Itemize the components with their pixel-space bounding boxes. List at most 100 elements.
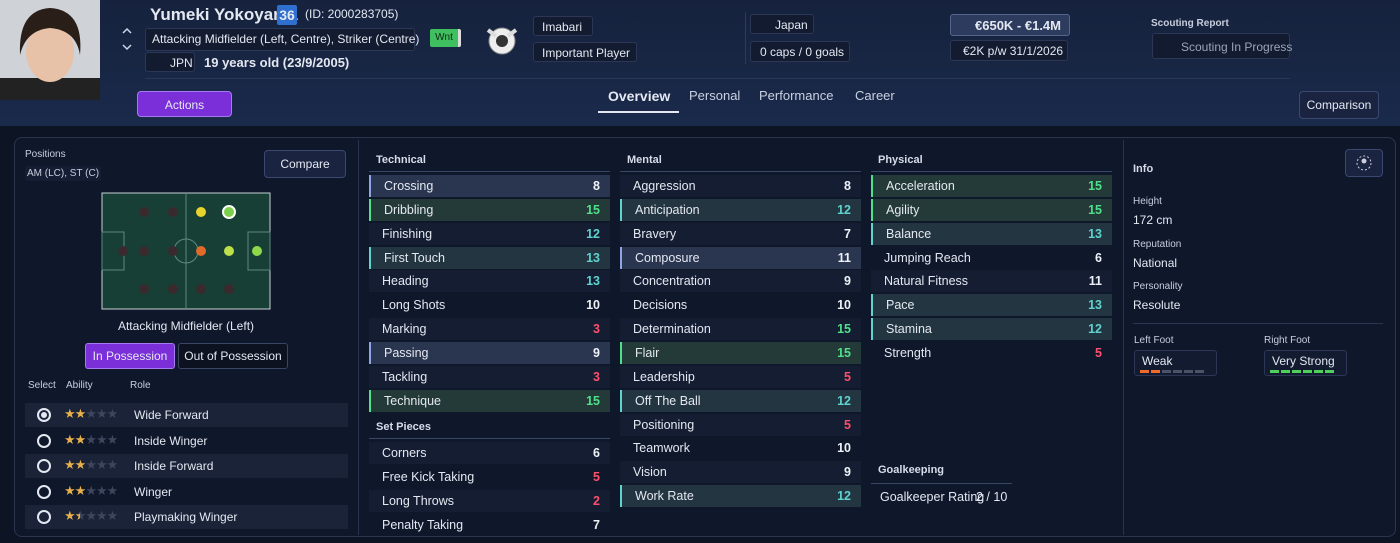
- attribute-name: Concentration: [633, 274, 711, 289]
- attribute-name: Stamina: [886, 322, 932, 337]
- foot-bar: [1173, 370, 1182, 373]
- attribute-name: Marking: [382, 322, 427, 337]
- header-bg: [0, 0, 1400, 126]
- radio[interactable]: [37, 459, 51, 473]
- attribute-name: Bravery: [633, 226, 677, 241]
- attribute-row: Corners 6: [369, 442, 610, 464]
- gk-label: Goalkeeper Rating: [880, 490, 985, 504]
- foot-bar: [1151, 370, 1160, 373]
- rule: [369, 438, 610, 439]
- foot-bar: [1184, 370, 1193, 373]
- radio[interactable]: [37, 433, 51, 448]
- attribute-name: Finishing: [382, 226, 433, 241]
- rule: [1133, 323, 1383, 324]
- attribute-row: Determination 15: [620, 318, 861, 341]
- attribute-value: 13: [1088, 298, 1102, 313]
- role-row[interactable]: ★★★★★ Inside Forward: [25, 454, 348, 478]
- wage: €2K p/w 31/1/2026: [950, 40, 1068, 61]
- header-rule: [145, 78, 1290, 79]
- star: ★: [95, 482, 108, 498]
- attribute-name: Heading: [382, 274, 429, 289]
- attribute-row: Bravery 7: [620, 222, 861, 245]
- attribute-value: 8: [844, 179, 851, 193]
- comparison-button[interactable]: Comparison: [1299, 91, 1379, 119]
- star: ★: [64, 482, 76, 498]
- tab[interactable]: Performance: [759, 88, 834, 103]
- attribute-value: 15: [586, 393, 600, 408]
- attribute-row: Long Throws 2: [369, 489, 610, 512]
- star: ★: [64, 406, 76, 421]
- star: ★: [106, 482, 119, 498]
- info-button[interactable]: [1345, 149, 1383, 177]
- foot-bar: [1270, 370, 1279, 373]
- attribute-row: Dribbling 15: [369, 198, 610, 221]
- compare-button[interactable]: Compare: [264, 150, 346, 178]
- positions-short: AM (LC), ST (C): [25, 166, 102, 181]
- foot-bars: [1140, 370, 1204, 373]
- star: ★: [74, 431, 87, 447]
- age: 19 years old (23/9/2005): [204, 55, 350, 70]
- pitch: [101, 192, 271, 310]
- section-title: Mental: [627, 154, 662, 166]
- star: ★: [106, 508, 119, 523]
- tab[interactable]: Personal: [689, 88, 741, 103]
- actions-button[interactable]: Actions: [137, 91, 232, 117]
- attribute-row: Work Rate 12: [620, 485, 861, 508]
- column-header: Select: [28, 380, 56, 391]
- attribute-value: 3: [593, 369, 600, 384]
- role-name: Playmaking Winger: [134, 510, 238, 524]
- role-row[interactable]: ★★★★★ Inside Winger: [25, 429, 348, 453]
- attribute-row: Balance 13: [871, 222, 1112, 245]
- star-rating: ★★★★★: [64, 508, 119, 524]
- radio[interactable]: [37, 510, 51, 524]
- value: €650K - €1.4M: [950, 14, 1070, 36]
- info-title: Info: [1133, 163, 1154, 175]
- star-rating: ★★★★★: [64, 457, 118, 473]
- attribute-value: 8: [593, 179, 600, 193]
- scouting-status[interactable]: Scouting In Progress: [1152, 33, 1292, 59]
- star: ★: [95, 508, 108, 523]
- star: ★: [95, 457, 108, 472]
- status: Important Player: [533, 42, 637, 62]
- attribute-name: First Touch: [384, 250, 445, 265]
- attribute-value: 3: [593, 322, 600, 337]
- tab[interactable]: Overview: [608, 88, 671, 104]
- star-rating: ★★★★★: [64, 406, 118, 422]
- foot-value: Weak: [1142, 354, 1173, 368]
- attribute-value: 6: [1095, 250, 1102, 265]
- attribute-row: Technique 15: [369, 389, 610, 412]
- foot-bars: [1270, 370, 1334, 373]
- player-name: Yumeki Yokoyama: [150, 5, 298, 24]
- star: ★: [74, 482, 87, 498]
- nav-arrows[interactable]: [120, 24, 134, 54]
- role-row[interactable]: ★★★★★ Winger: [25, 480, 348, 504]
- player-id: (ID: 2000283705): [305, 7, 399, 21]
- attribute-name: Passing: [384, 345, 429, 360]
- role-name: Wide Forward: [134, 408, 209, 422]
- radio[interactable]: [37, 408, 51, 422]
- positions-label: Positions: [25, 149, 66, 160]
- attribute-name: Acceleration: [886, 179, 955, 193]
- tab[interactable]: Career: [855, 88, 895, 103]
- radio[interactable]: [37, 484, 51, 499]
- attribute-row: Agility 15: [871, 198, 1112, 221]
- attribute-name: Composure: [635, 250, 700, 265]
- role-row[interactable]: ★★★★★ Playmaking Winger: [25, 505, 348, 529]
- info-label: Height: [1133, 196, 1162, 207]
- possession-tab[interactable]: Out of Possession: [178, 343, 288, 369]
- attribute-row: Tackling 3: [369, 365, 610, 388]
- attribute-name: Vision: [633, 465, 667, 480]
- attribute-value: 12: [837, 393, 851, 408]
- attribute-value: 5: [593, 469, 600, 484]
- star: ★: [85, 406, 97, 421]
- club: Imabari: [533, 16, 593, 36]
- possession-tab[interactable]: In Possession: [85, 343, 175, 369]
- attribute-row: Marking 3: [369, 318, 610, 341]
- role-row[interactable]: ★★★★★ Wide Forward: [25, 403, 348, 427]
- attribute-row: Flair 15: [620, 341, 861, 364]
- attribute-name: Pace: [886, 298, 915, 313]
- role-name: Inside Forward: [134, 459, 214, 473]
- attribute-row: Concentration 9: [620, 270, 861, 293]
- attribute-value: 10: [837, 298, 851, 313]
